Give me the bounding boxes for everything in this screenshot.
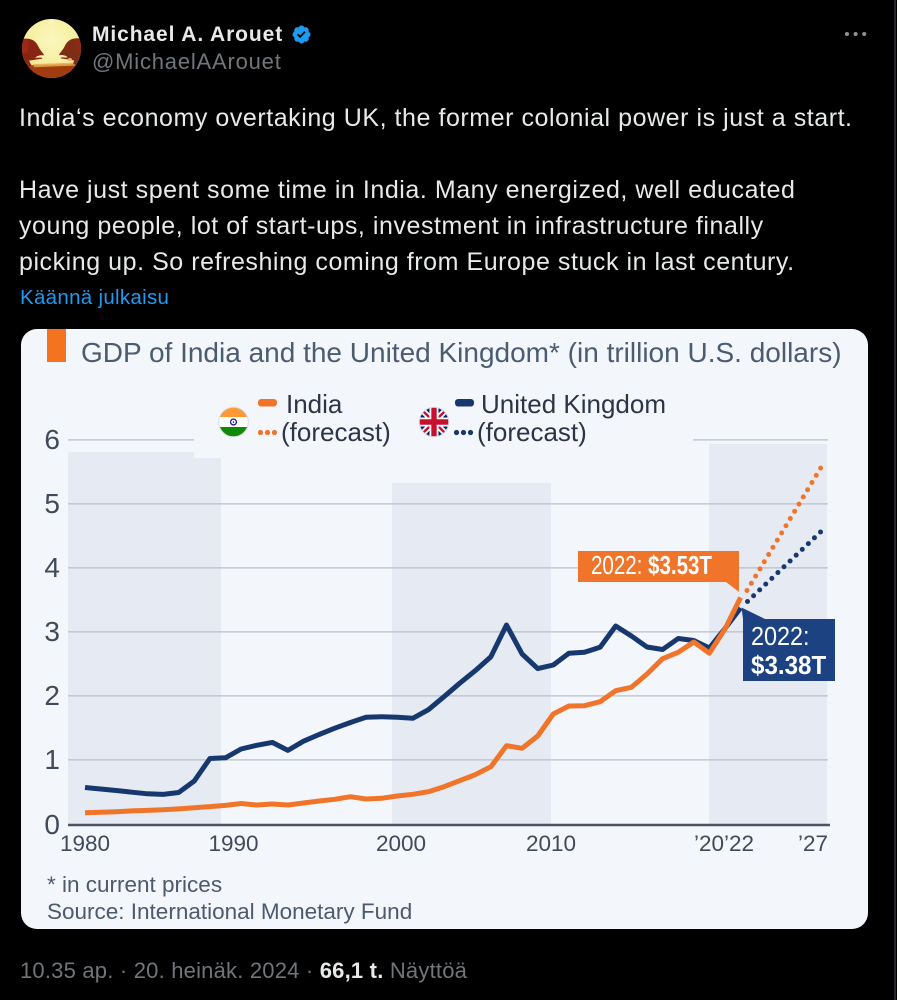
svg-text:2: 2	[44, 680, 60, 711]
svg-text:1980: 1980	[60, 831, 110, 856]
svg-text:2022: $3.53T: 2022: $3.53T	[591, 551, 713, 580]
svg-text:3: 3	[44, 616, 60, 647]
svg-text:’22: ’22	[724, 831, 754, 856]
svg-text:’20: ’20	[694, 831, 724, 856]
svg-text:5: 5	[44, 488, 60, 519]
svg-text:6: 6	[44, 424, 60, 455]
svg-text:India: India	[286, 389, 343, 419]
svg-text:2010: 2010	[526, 831, 576, 856]
svg-text:2000: 2000	[376, 831, 426, 856]
svg-text:(forecast): (forecast)	[281, 417, 391, 447]
svg-text:’27: ’27	[798, 831, 828, 856]
svg-text:* in current prices: * in current prices	[47, 872, 222, 897]
svg-text:4: 4	[44, 552, 60, 583]
svg-text:Source: International Monetary: Source: International Monetary Fund	[47, 899, 412, 924]
svg-text:GDP of India and the United Ki: GDP of India and the United Kingdom* (in…	[81, 337, 842, 368]
svg-text:2022:: 2022:	[751, 623, 810, 651]
svg-text:1: 1	[44, 744, 60, 775]
svg-text:0: 0	[44, 809, 60, 840]
svg-text:1990: 1990	[208, 831, 258, 856]
svg-text:United Kingdom: United Kingdom	[481, 389, 666, 419]
svg-text:$3.38T: $3.38T	[751, 651, 827, 680]
svg-text:(forecast): (forecast)	[477, 417, 587, 447]
